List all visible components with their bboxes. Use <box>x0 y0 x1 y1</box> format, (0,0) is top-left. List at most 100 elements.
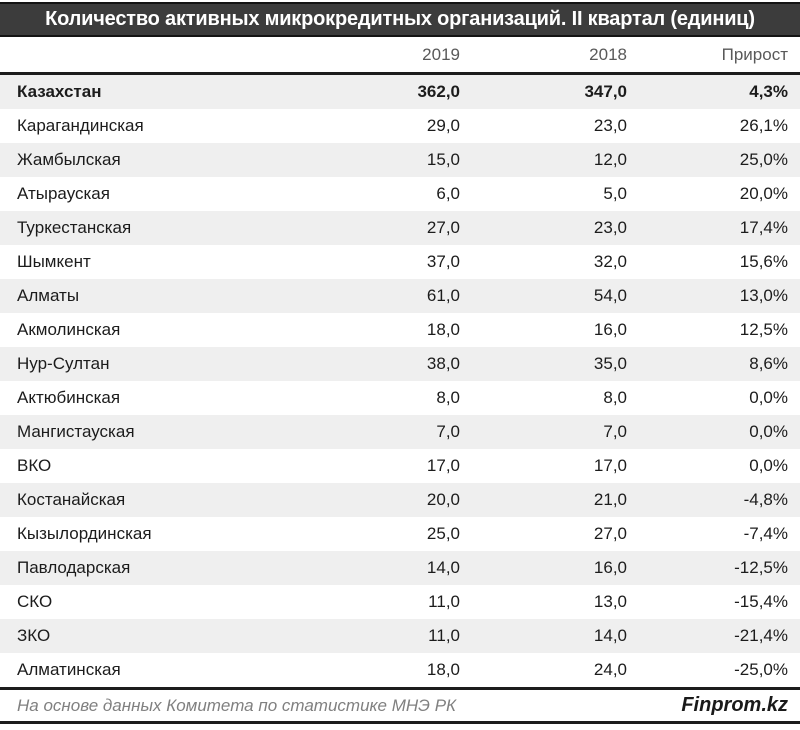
title-bar: Количество активных микрокредитных орган… <box>0 2 800 37</box>
page-title: Количество активных микрокредитных орган… <box>45 8 755 30</box>
table-row: Костанайская 20,0 21,0 -4,8% <box>0 483 800 517</box>
value-2019: 18,0 <box>426 320 460 339</box>
region-name: Шымкент <box>17 252 91 271</box>
value-2019: 7,0 <box>436 422 460 441</box>
growth-value: 4,3% <box>749 82 788 101</box>
value-2018: 17,0 <box>593 456 627 475</box>
value-2018: 35,0 <box>593 354 627 373</box>
region-name: Павлодарская <box>17 558 131 577</box>
source-note: На основе данных Комитета по статистике … <box>17 695 457 715</box>
value-2019: 25,0 <box>426 524 460 543</box>
value-2019: 61,0 <box>426 286 460 305</box>
value-2019: 38,0 <box>426 354 460 373</box>
growth-value: 13,0% <box>739 286 788 305</box>
value-2019: 362,0 <box>417 82 460 101</box>
region-name: Мангистауская <box>17 422 135 441</box>
value-2019: 29,0 <box>426 116 460 135</box>
table-row: Мангистауская 7,0 7,0 0,0% <box>0 415 800 449</box>
table-row: СКО 11,0 13,0 -15,4% <box>0 585 800 619</box>
value-2018: 27,0 <box>593 524 627 543</box>
value-2019: 8,0 <box>436 388 460 407</box>
region-name: Атырауская <box>17 184 110 203</box>
growth-value: 17,4% <box>739 218 788 237</box>
region-name: Жамбылская <box>17 150 121 169</box>
value-2018: 347,0 <box>584 82 627 101</box>
region-name: Костанайская <box>17 490 126 509</box>
table-row: Нур-Султан 38,0 35,0 8,6% <box>0 347 800 381</box>
value-2018: 13,0 <box>593 592 627 611</box>
value-2018: 5,0 <box>603 184 627 203</box>
value-2018: 12,0 <box>593 150 627 169</box>
table-row: Туркестанская 27,0 23,0 17,4% <box>0 211 800 245</box>
growth-value: -12,5% <box>734 558 788 577</box>
table-row: Кызылординская 25,0 27,0 -7,4% <box>0 517 800 551</box>
value-2019: 15,0 <box>426 150 460 169</box>
value-2019: 20,0 <box>426 490 460 509</box>
region-name: Алматы <box>17 286 80 305</box>
region-name: ВКО <box>17 456 52 475</box>
value-2018: 21,0 <box>593 490 627 509</box>
value-2018: 14,0 <box>593 626 627 645</box>
table-row: ВКО 17,0 17,0 0,0% <box>0 449 800 483</box>
region-name: Карагандинская <box>17 116 144 135</box>
table-row: Жамбылская 15,0 12,0 25,0% <box>0 143 800 177</box>
growth-value: 15,6% <box>739 252 788 271</box>
table-body: Казахстан 362,0 347,0 4,3% Карагандинска… <box>0 75 800 687</box>
table-row: Актюбинская 8,0 8,0 0,0% <box>0 381 800 415</box>
growth-value: -25,0% <box>734 660 788 679</box>
column-header-2019: 2019 <box>422 44 460 64</box>
value-2018: 23,0 <box>593 116 627 135</box>
value-2019: 11,0 <box>428 626 460 645</box>
column-header-row: 2019 2018 Прирост <box>0 37 800 75</box>
value-2019: 18,0 <box>426 660 460 679</box>
value-2019: 6,0 <box>436 184 460 203</box>
value-2018: 16,0 <box>593 558 627 577</box>
value-2018: 54,0 <box>593 286 627 305</box>
value-2018: 23,0 <box>593 218 627 237</box>
value-2019: 14,0 <box>426 558 460 577</box>
table-row: ЗКО 11,0 14,0 -21,4% <box>0 619 800 653</box>
region-name: СКО <box>17 592 53 611</box>
value-2018: 7,0 <box>603 422 627 441</box>
table-row: Атырауская 6,0 5,0 20,0% <box>0 177 800 211</box>
value-2018: 24,0 <box>593 660 627 679</box>
growth-value: -21,4% <box>734 626 788 645</box>
value-2019: 37,0 <box>426 252 460 271</box>
value-2018: 16,0 <box>593 320 627 339</box>
growth-value: 0,0% <box>749 456 788 475</box>
region-name: Акмолинская <box>17 320 121 339</box>
growth-value: -15,4% <box>734 592 788 611</box>
region-name: Нур-Султан <box>17 354 110 373</box>
value-2019: 27,0 <box>426 218 460 237</box>
table-row: Карагандинская 29,0 23,0 26,1% <box>0 109 800 143</box>
table-row: Казахстан 362,0 347,0 4,3% <box>0 75 800 109</box>
growth-value: 25,0% <box>739 150 788 169</box>
value-2018: 32,0 <box>593 252 627 271</box>
value-2018: 8,0 <box>603 388 627 407</box>
growth-value: 20,0% <box>739 184 788 203</box>
column-header-growth: Прирост <box>721 44 788 64</box>
growth-value: 8,6% <box>749 354 788 373</box>
growth-value: -4,8% <box>743 490 788 509</box>
region-name: Алматинская <box>17 660 121 679</box>
table-row: Алматы 61,0 54,0 13,0% <box>0 279 800 313</box>
growth-value: -7,4% <box>743 524 788 543</box>
region-name: ЗКО <box>17 626 51 645</box>
column-header-2018: 2018 <box>589 44 627 64</box>
table-row: Акмолинская 18,0 16,0 12,5% <box>0 313 800 347</box>
footer: На основе данных Комитета по статистике … <box>0 687 800 724</box>
growth-value: 0,0% <box>749 388 788 407</box>
table-row: Алматинская 18,0 24,0 -25,0% <box>0 653 800 687</box>
region-name: Туркестанская <box>17 218 132 237</box>
table-row: Шымкент 37,0 32,0 15,6% <box>0 245 800 279</box>
region-name: Казахстан <box>17 82 102 101</box>
region-name: Кызылординская <box>17 524 152 543</box>
value-2019: 11,0 <box>428 592 460 611</box>
table-row: Павлодарская 14,0 16,0 -12,5% <box>0 551 800 585</box>
growth-value: 26,1% <box>739 116 788 135</box>
value-2019: 17,0 <box>426 456 460 475</box>
brand-logo: Finprom.kz <box>681 694 788 716</box>
growth-value: 0,0% <box>749 422 788 441</box>
growth-value: 12,5% <box>739 320 788 339</box>
